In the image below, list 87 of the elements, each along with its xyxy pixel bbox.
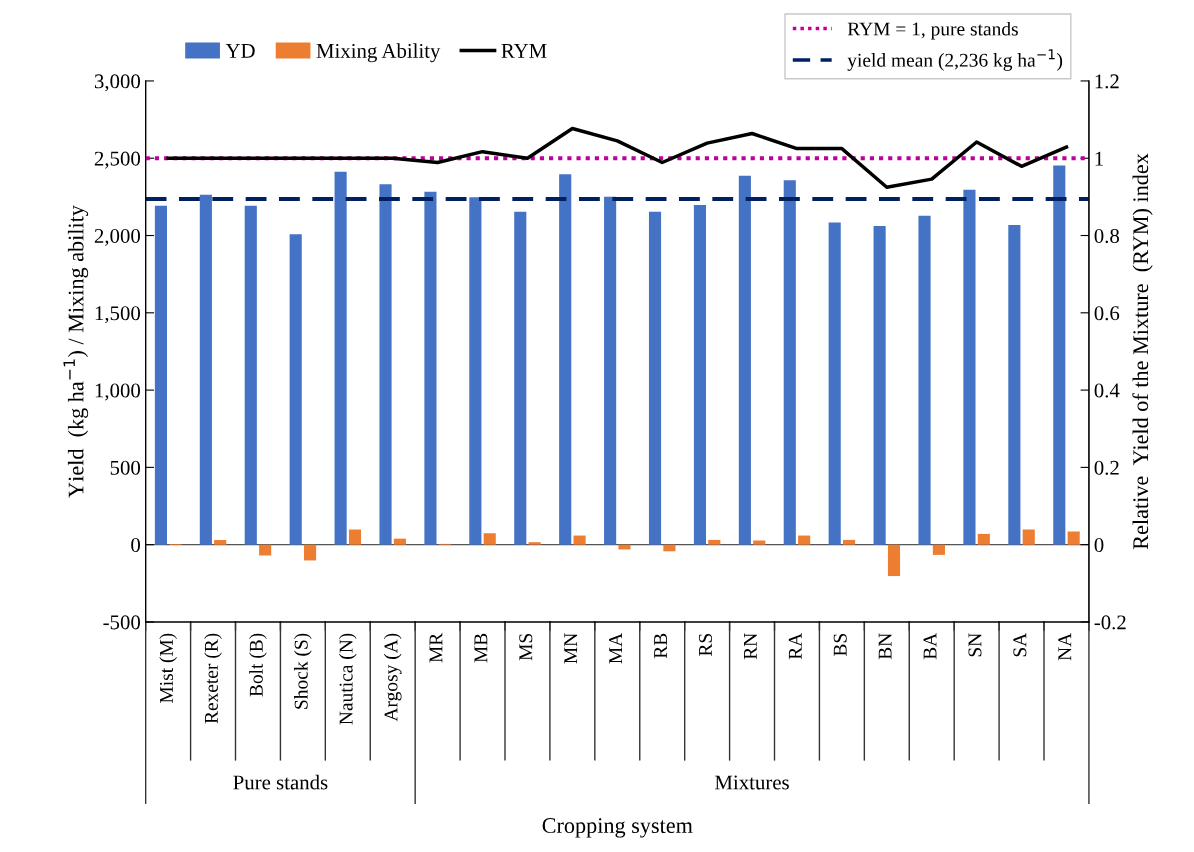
bar (469, 197, 482, 545)
x-tick-label: Shock (S) (294, 633, 312, 709)
bar (393, 538, 406, 545)
bar (918, 215, 931, 545)
bar (873, 225, 886, 545)
bar (843, 539, 856, 545)
bar (932, 544, 945, 555)
legend-label: RYM = 1, pure stands (847, 21, 1018, 40)
bar (887, 544, 901, 577)
y-tick-label: 2,000 (94, 228, 141, 246)
bar (977, 533, 990, 545)
text: Pure stands (233, 774, 328, 790)
y2-tick-label: 0.6 (1094, 306, 1120, 321)
x-tick-label: Mist (M) (159, 633, 177, 703)
bar (259, 544, 272, 556)
y-tick-label: 500 (110, 460, 141, 475)
bar (199, 194, 212, 545)
x-tick-label: RN (743, 633, 757, 660)
bar (289, 234, 302, 545)
bar (379, 184, 392, 545)
y-tick-label: -500 (103, 615, 141, 630)
bar (348, 529, 362, 545)
y-tick-label: 2,500 (94, 151, 141, 169)
bar (1008, 225, 1021, 545)
bar (214, 539, 227, 545)
y2-tick-label: 0.2 (1094, 460, 1119, 475)
legend-label: YD (225, 44, 255, 58)
y2-tick-label: 0.4 (1094, 383, 1120, 398)
bar (424, 191, 437, 545)
x-tick-label: BS (833, 633, 847, 656)
y-axis-title: Yield (kg ha$^{−1}$) / Mixing ability (63, 205, 89, 498)
bar (693, 205, 707, 545)
bar (528, 542, 541, 545)
line-series (166, 126, 1069, 189)
legend-label: RYM (501, 44, 547, 58)
x-tick-label: MN (564, 633, 578, 664)
bar (514, 211, 527, 545)
bar (154, 205, 167, 545)
y-tick-label: 1,500 (95, 306, 141, 324)
y-tick-label: 3,000 (94, 74, 141, 92)
bar (753, 540, 766, 545)
bar (963, 189, 976, 545)
legend-label: yield mean (2,236 kg ha$^{−1}$) (847, 49, 1063, 71)
bar (648, 211, 662, 545)
x-tick-label: MA (609, 632, 622, 664)
bar (304, 544, 317, 561)
x-tick-label: NA (1058, 632, 1072, 661)
x-tick-label: BA (923, 632, 937, 660)
bar (573, 535, 586, 545)
x-tick-label: SA (1013, 632, 1027, 657)
x-tick-label: Bolt (B) (249, 633, 267, 697)
x-tick-label: SN (968, 633, 982, 657)
y2-tick-label: 0 (1094, 538, 1104, 553)
y2-tick-label: 0.8 (1094, 228, 1120, 244)
x-tick-label: MB (474, 633, 488, 663)
x-tick-label: Rexeter (R) (204, 633, 222, 724)
bar (828, 222, 841, 545)
x-tick-label: MS (519, 633, 533, 661)
bar (618, 544, 631, 550)
y2-tick-label: 1.2 (1095, 74, 1119, 89)
text: Mixtures (715, 775, 789, 790)
bar (604, 196, 617, 545)
bar (738, 175, 751, 545)
bar (1053, 165, 1066, 545)
bar (783, 180, 796, 545)
x-tick-label: BN (878, 633, 892, 660)
x-tick-label: RS (698, 633, 712, 656)
x-tick-label: Argosy (A) (383, 633, 402, 722)
y-tick-label: 0 (131, 538, 141, 553)
bar (334, 171, 347, 545)
bar (1022, 529, 1035, 545)
y2-tick-label: -0.2 (1094, 615, 1126, 630)
x-tick-label: RA (788, 632, 802, 660)
y-tick-label: 1,000 (95, 383, 141, 401)
bar (559, 174, 572, 545)
x-tick-label: RB (654, 633, 667, 659)
bar (1067, 531, 1080, 545)
bar (708, 539, 721, 545)
bar (244, 205, 257, 545)
y2-tick-label: 1 (1095, 151, 1103, 166)
y2-axis-title: Relative Yield of the Mixture (RYM) index (1132, 153, 1153, 550)
x-tick-label: MR (429, 632, 443, 663)
x-tick-label: Nautica (N) (338, 633, 357, 725)
x-axis-title: Cropping system (542, 818, 693, 838)
legend-label: Mixing Ability (316, 43, 441, 63)
bar (483, 533, 496, 545)
bar (798, 535, 811, 545)
